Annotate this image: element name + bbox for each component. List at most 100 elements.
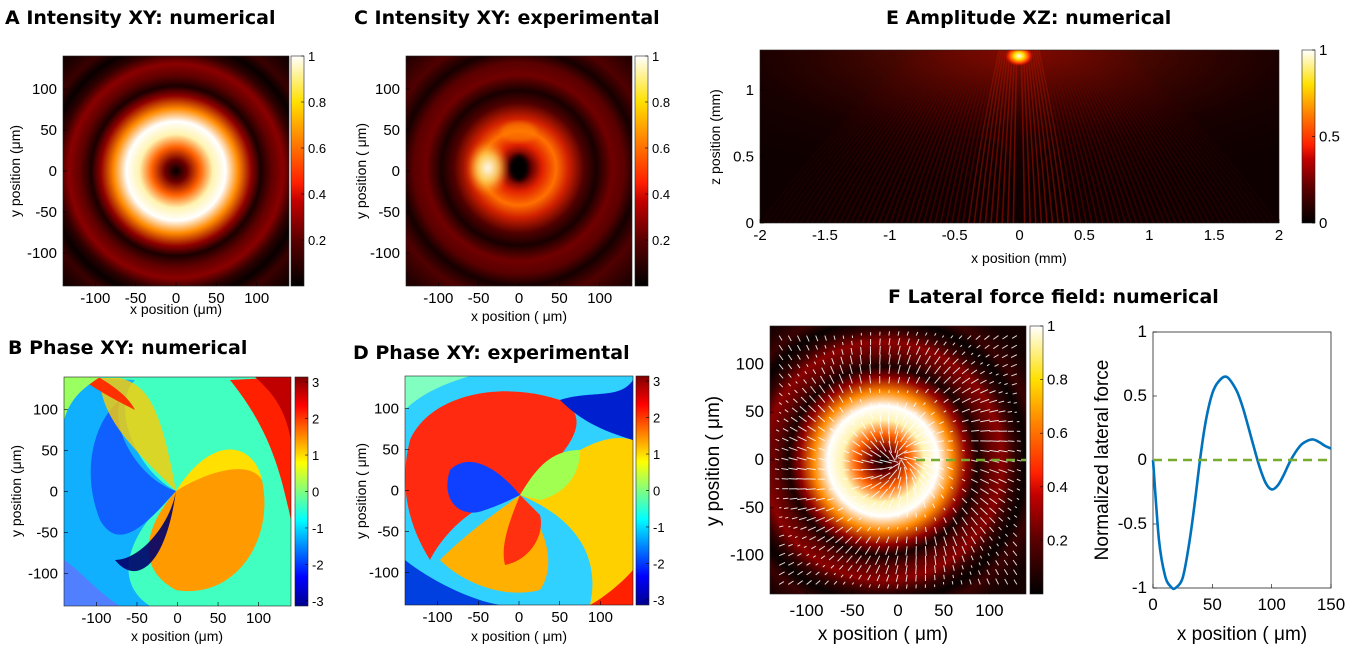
force-vector [835,545,844,553]
force-curve [1151,375,1332,591]
force-vector [932,503,936,509]
force-vector [797,436,807,442]
force-vector [805,497,816,501]
force-vector [788,561,795,566]
force-vector [815,354,818,358]
force-vector [943,517,947,523]
force-vector [796,457,807,461]
force-vector [809,536,816,541]
force-vector [781,437,789,442]
y-tick-label: -50 [35,204,57,221]
force-vector [998,449,1008,453]
fringe-line [827,50,945,223]
fringe-line [1073,50,1160,223]
colorbar-tick-label: 1 [1047,318,1055,335]
force-vector [943,507,946,511]
force-vector [952,409,959,413]
force-vector [835,526,844,533]
force-vector [888,331,891,336]
force-vector [1007,469,1015,473]
force-vector [961,368,969,375]
force-vector [960,580,963,585]
force-vector [787,373,792,378]
force-vector [918,477,926,489]
fringe-line [962,50,998,223]
force-vector [989,449,1000,453]
x-tick-label: 0 [515,290,523,307]
force-vector [913,402,917,408]
force-vector [897,496,902,508]
force-vector [1004,578,1009,585]
force-vector [1011,344,1018,349]
force-vector [961,526,968,536]
force-vector [886,574,890,582]
force-vector [828,416,835,423]
force-vector [952,387,961,394]
panel-b-plot: -100 -50 0 50 100 -100 -50 0 50 100 x position (μ… [8,376,292,644]
y-tick-label: 50 [383,122,400,139]
force-vector [804,371,807,375]
panel-d-plot: -100 -50 0 50 100 -100 -50 0 50 100 x position ( … [353,375,634,644]
force-vector [916,421,926,430]
force-vector [837,507,844,511]
force-vector [1012,532,1018,537]
force-vector [986,363,990,367]
fringe-line [923,50,983,223]
y-tick-label: 0 [755,450,764,469]
force-vector [820,555,826,560]
y-tick-label: 1 [746,82,754,99]
y-tick-label: -100 [27,245,57,262]
force-vector [870,402,872,406]
force-vector [778,373,784,379]
force-vector [790,416,798,423]
force-vector [989,380,995,384]
force-vector [879,466,892,471]
fringe-line [1104,50,1239,223]
panel-a-intensity-map [63,56,289,286]
x-tick-label: -100 [80,290,110,307]
force-vector [915,389,919,394]
force-vector [879,412,882,422]
force-vector [888,354,891,365]
force-vector [961,517,968,526]
force-vector [778,561,786,566]
force-vector [870,481,882,490]
force-vector [1005,525,1009,528]
force-vector [995,551,999,556]
fringe-line [911,50,978,223]
colorbar-tick-label: 0.4 [308,187,326,202]
force-vector [803,545,807,549]
force-vector [806,364,809,368]
force-vector [855,536,862,544]
force-vector [861,504,866,509]
fringe-line [1040,50,1076,223]
force-vector [1004,382,1008,386]
force-vector [922,440,935,445]
force-vector [788,525,791,528]
fringe-line [833,50,948,223]
colorbar-tick-label: 0.6 [308,141,326,156]
fringe-line [1077,50,1171,223]
force-vector [961,351,966,356]
force-vector [843,459,850,463]
force-vector [779,516,783,518]
x-tick-label: 50 [551,609,568,626]
force-vector [831,448,835,451]
force-vector [897,376,901,384]
force-vector [986,578,990,585]
force-vector [840,574,844,578]
force-vector [859,584,862,587]
force-vector [922,500,926,509]
force-vector [852,459,864,464]
force-vector [870,468,883,471]
x-tick-label: 0 [1148,595,1157,614]
force-vector [961,419,969,423]
y-tick-label: 0.5 [1123,386,1147,405]
fringe-line [979,50,1005,223]
force-vector [980,379,987,384]
force-vector [906,376,911,384]
force-vector [989,390,996,394]
panel-d-phase-map [405,376,633,605]
force-vector [778,581,785,585]
force-vector [842,449,850,454]
